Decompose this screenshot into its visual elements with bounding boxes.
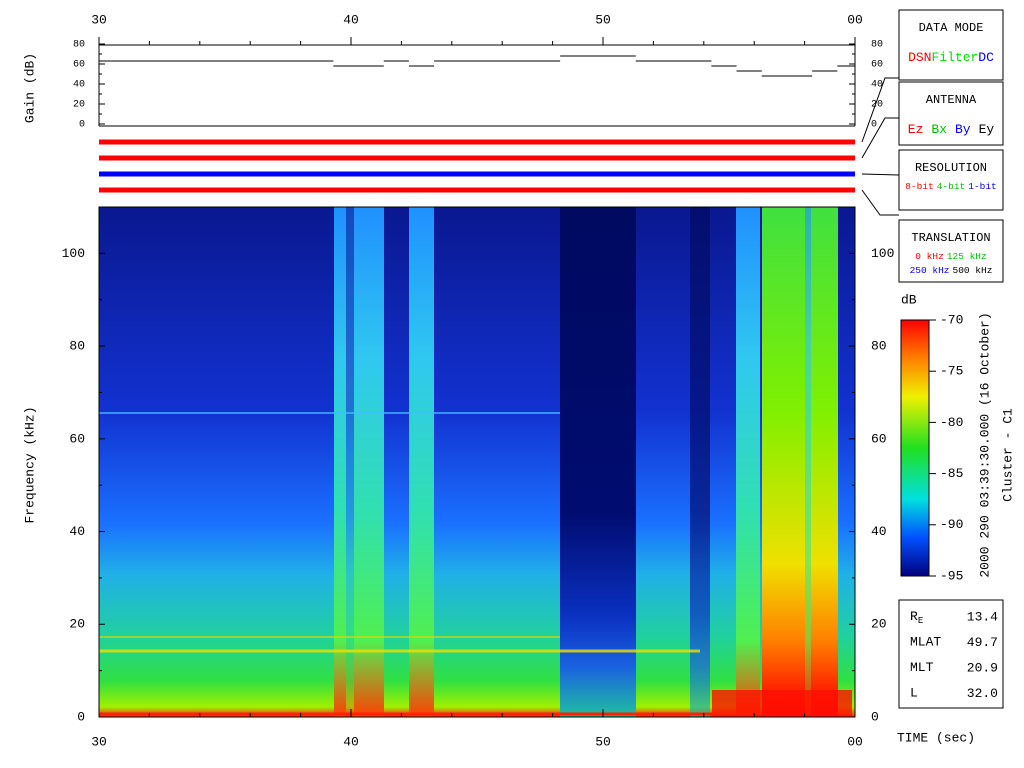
legend-item: Ez [908,122,924,137]
ephemeris-label: MLAT [910,635,941,650]
ephemeris-value: 32.0 [967,686,998,701]
ephemeris-label-main: MLAT [910,635,941,650]
ephemeris-box [898,599,1004,709]
legend-title: RESOLUTION [915,161,987,175]
legend-title: DATA MODE [919,21,984,35]
legend-item: Ey [979,122,995,137]
x-tick-label: 30 [91,734,107,749]
legend-item: 500 kHz [953,265,993,276]
x-tick-label: 00 [847,734,863,749]
ephemeris-label: L [910,686,918,701]
ephemeris-value: 20.9 [967,660,998,675]
legend-row: 250 kHz 500 kHz [910,265,993,276]
legend-row: 8-bit 4-bit 1-bit [905,181,997,192]
legend-title: TRANSLATION [911,231,990,245]
ephemeris-value: 13.4 [967,609,998,624]
y-tick-label: 20 [871,617,887,632]
legend-box [898,149,1004,211]
x-tick-label: 50 [595,734,611,749]
colorbar-tick-label: -75 [940,364,963,379]
legend-item: 0 kHz [915,251,944,262]
ephemeris-value: 49.7 [967,635,998,650]
connectors [861,77,900,216]
y-tick-label: 20 [871,100,883,111]
x-tick-label: 40 [343,12,359,27]
y-tick-label: 80 [871,40,883,51]
colorbar-tick-label: -70 [940,312,963,327]
legend-item: 1-bit [968,181,997,192]
ephemeris-label: MLT [910,660,934,675]
y-tick-label: 80 [69,339,85,354]
y-tick-label: 60 [871,60,883,71]
colorbar [900,319,930,577]
colorbar-tick-label: -80 [940,415,963,430]
y-tick-label: 60 [871,431,887,446]
y-tick-label: 60 [73,60,85,71]
plot-frame [98,206,856,718]
colorbar-tick-label: -85 [940,466,963,481]
y-axis-label: Gain (dB) [22,53,37,123]
y-tick-label: 0 [79,120,85,131]
legend-row: DSNFilterDC [908,50,994,65]
colorbar-title: dB [901,292,917,307]
y-tick-label: 80 [871,339,887,354]
y-tick-label: 20 [69,617,85,632]
x-tick-label: 30 [91,12,107,27]
legend-row: Ez Bx By Ey [908,122,995,137]
gain-frame [98,37,856,127]
y-tick-label: 0 [871,709,879,724]
y-tick-label: 40 [69,524,85,539]
y-axis-label: Frequency (kHz) [22,406,37,523]
y-tick-label: 0 [77,709,85,724]
legend-title: ANTENNA [926,93,977,107]
legend-box [898,81,1004,146]
spectrogram-image [99,207,855,717]
x-tick-label: 00 [847,12,863,27]
legend-item: Bx [931,122,947,137]
x-tick-label: 40 [343,734,359,749]
spacecraft-label: Cluster - C1 [1000,408,1015,502]
y-tick-label: 100 [62,246,85,261]
colorbar-tick-label: -95 [940,568,963,583]
y-tick-label: 40 [871,80,883,91]
date-label: 2000 290 03:39:30.000 (16 October) [977,312,992,577]
ephemeris-label-main: L [910,686,918,701]
y-tick-label: 20 [73,100,85,111]
status-bars [99,139,855,193]
ephemeris-label: RE [910,609,923,626]
y-tick-label: 40 [871,524,887,539]
legend-item: 250 kHz [910,265,950,276]
y-tick-label: 40 [73,80,85,91]
y-tick-label: 60 [69,431,85,446]
legend-item: DC [978,50,994,65]
legend-item: 8-bit [905,181,934,192]
y-tick-label: 0 [871,120,877,131]
legend-item: Filter [931,50,978,65]
legend-item: 4-bit [937,181,966,192]
legend-row: 0 kHz 125 kHz [915,251,986,262]
y-tick-label: 100 [871,246,894,261]
ephemeris-label-sub: E [918,616,923,626]
ephemeris-label-main: MLT [910,660,934,675]
y-tick-label: 80 [73,40,85,51]
ephemeris-label-main: R [910,609,918,624]
x-tick-label: 50 [595,12,611,27]
legend-item: By [955,122,971,137]
legend-item: DSN [908,50,931,65]
colorbar-tick-label: -90 [940,517,963,532]
legend-item: 125 kHz [947,251,987,262]
x-axis-label: TIME (sec) [897,730,975,745]
legend-box [898,219,1004,283]
legend-box [898,9,1004,81]
